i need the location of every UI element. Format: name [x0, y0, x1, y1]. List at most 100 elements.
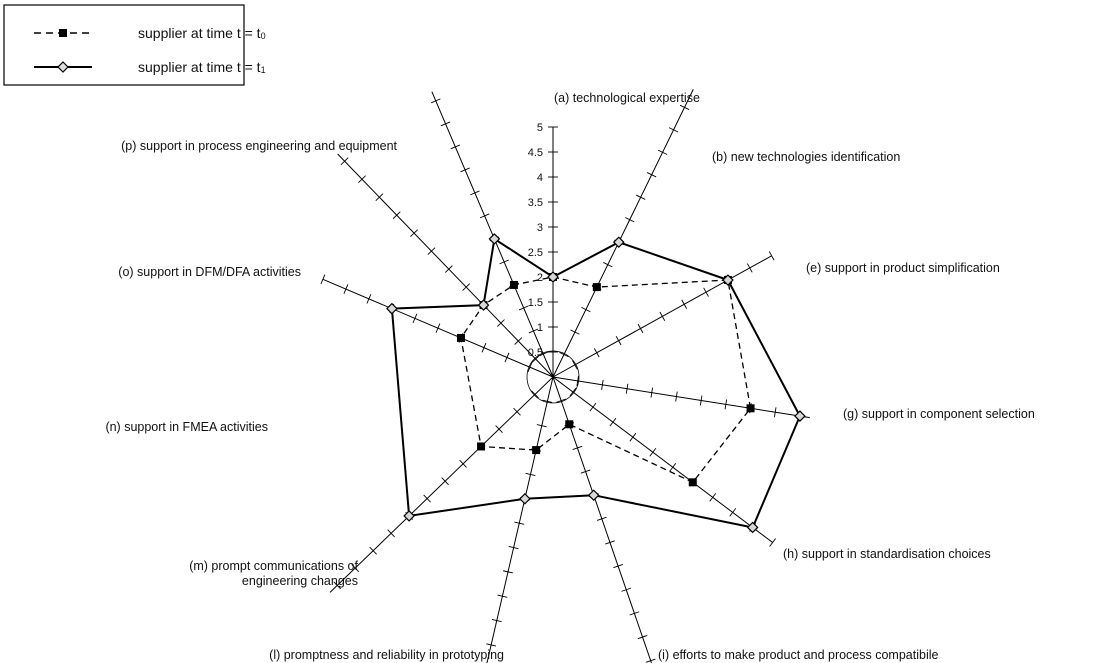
- tick-labels-layer: 0.5 1 1.5 2 2.5 3 3.5 4 4.5 5: [528, 122, 543, 359]
- axis-tick-b: [625, 217, 635, 223]
- axis-tick-p: [450, 144, 461, 150]
- axis-tick-b: [679, 104, 690, 110]
- axis-tick-g: [601, 379, 604, 390]
- axis-tick-n: [435, 323, 441, 333]
- axis-line-g: [552, 376, 810, 419]
- axis-tick-b: [559, 351, 569, 358]
- axis-tick-h: [609, 417, 617, 427]
- axis-tick-m: [531, 390, 539, 399]
- data-point-t1-i: [587, 489, 600, 502]
- axis-tick-h: [569, 387, 577, 397]
- axis-tick-o: [444, 265, 453, 273]
- axis-tick-b: [646, 172, 657, 178]
- axis-tick-o: [496, 319, 505, 327]
- tick-label: 3: [537, 222, 543, 234]
- axis-tick-m: [513, 407, 521, 416]
- axis-tick-o: [462, 283, 471, 291]
- axis-tick-b: [603, 262, 613, 268]
- axis-tick-g: [774, 407, 777, 418]
- axis-label-n: (n) support in FMEA activities: [105, 420, 268, 434]
- axis-tick-g: [650, 387, 653, 398]
- axis-tick-b: [581, 306, 591, 313]
- data-point-t1-p: [488, 233, 501, 245]
- axis-tick-o: [514, 337, 523, 345]
- axis-line-o: [337, 153, 554, 378]
- data-point-t1-n: [386, 302, 398, 315]
- data-point-t0-h: [688, 478, 697, 487]
- axis-tick-m: [459, 459, 467, 468]
- tick-label: 0.5: [528, 347, 543, 359]
- data-point-t1-a: [547, 271, 559, 283]
- axis-tick-n: [504, 352, 510, 363]
- axis-tick-m: [333, 581, 341, 590]
- labels-layer: (a) technological expertise (b) new techn…: [105, 91, 1034, 662]
- axis-tick-h: [629, 432, 637, 442]
- axis-tick-n: [320, 274, 326, 285]
- axis-tick-i: [637, 634, 648, 640]
- axis-label-b: (b) new technologies identification: [712, 150, 900, 164]
- axis-tick-e: [746, 263, 753, 273]
- axis-tick-i: [596, 516, 607, 521]
- legend-marker-t0: [59, 29, 67, 37]
- axis-tick-p: [431, 98, 441, 104]
- axis-tick-e: [615, 336, 622, 346]
- axis-tick-e: [572, 360, 578, 370]
- axis-tick-h: [669, 463, 677, 472]
- data-point-t1-g: [794, 410, 806, 422]
- data-point-t0-i: [565, 420, 574, 429]
- axis-tick-e: [703, 287, 709, 297]
- tick-label: 1: [537, 322, 543, 334]
- axis-tick-m: [441, 477, 449, 486]
- axis-tick-l: [514, 521, 525, 525]
- axis-label-l: (l) promptness and reliability in protot…: [269, 648, 504, 662]
- axis-tick-i: [621, 587, 632, 592]
- axis-tick-g: [576, 375, 579, 386]
- axis-tick-b: [570, 329, 580, 335]
- data-point-t1-b: [612, 236, 625, 249]
- axis-tick-l: [542, 399, 553, 403]
- axis-tick-g: [724, 399, 728, 410]
- axes-layer: [320, 89, 810, 663]
- tick-label: 2: [537, 272, 543, 284]
- data-point-t1-l: [519, 492, 531, 505]
- axis-tick-l: [491, 619, 502, 623]
- series-line-t1: [390, 237, 802, 529]
- legend-box: [3, 4, 245, 86]
- axis-line-i: [552, 376, 653, 663]
- tick-label: 4.5: [528, 147, 543, 159]
- axis-label-m-line2: engineering changes: [242, 574, 358, 588]
- axis-tick-n: [481, 342, 487, 353]
- axis-tick-g: [699, 395, 703, 406]
- axis-label-h: (h) support in standardisation choices: [783, 547, 991, 561]
- legend-label-t0: supplier at time t = t0: [138, 25, 266, 41]
- axis-tick-i: [613, 564, 623, 569]
- axis-tick-p: [479, 213, 490, 219]
- legend: supplier at time t = t0 supplier at time…: [3, 4, 266, 86]
- axis-tick-i: [645, 658, 656, 663]
- data-point-t0-l: [532, 446, 541, 455]
- axis-tick-o: [531, 355, 540, 363]
- axis-tick-o: [392, 211, 401, 219]
- axis-line-p: [431, 91, 554, 378]
- axis-tick-m: [495, 425, 503, 434]
- axis-tick-h: [769, 538, 776, 547]
- axis-tick-l: [536, 424, 547, 428]
- axis-tick-n: [412, 313, 418, 324]
- series-line-t0: [460, 276, 752, 484]
- axis-tick-i: [556, 398, 567, 403]
- axis-tick-o: [427, 247, 436, 255]
- axis-tick-h: [649, 447, 657, 457]
- axis-tick-n: [343, 284, 349, 294]
- axis-tick-e: [659, 311, 666, 321]
- axis-tick-e: [637, 323, 644, 334]
- axis-tick-o: [410, 229, 418, 237]
- axis-tick-h: [729, 508, 737, 517]
- axis-label-i: (i) efforts to make product and process …: [658, 648, 939, 662]
- axis-line-m: [329, 376, 554, 593]
- data-point-t0-n: [456, 333, 465, 342]
- axis-line-h: [552, 376, 773, 543]
- axis-tick-l: [508, 545, 519, 550]
- data-point-t0-m: [477, 442, 486, 451]
- axis-tick-p: [440, 121, 451, 127]
- axis-tick-p: [518, 305, 529, 311]
